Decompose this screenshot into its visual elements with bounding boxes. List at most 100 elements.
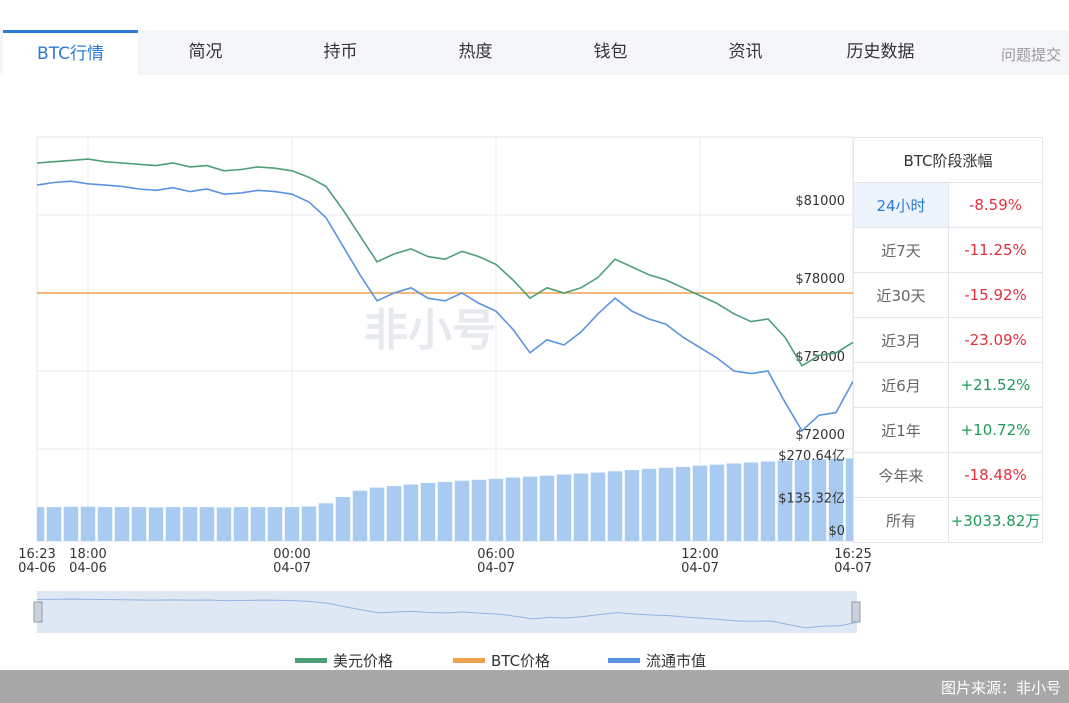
x-tick-label: 06:00 04-07: [477, 547, 515, 576]
bar: [811, 459, 827, 541]
bar: [250, 507, 266, 541]
bar: [607, 471, 623, 541]
y-tick-label: $78000: [795, 272, 845, 287]
bar: [352, 490, 368, 541]
bar: [760, 461, 776, 541]
bar: [420, 482, 436, 541]
table-row: 近3月 -23.09%: [853, 317, 1043, 363]
x-tick-label: 00:00 04-07: [273, 547, 311, 576]
y-tick-label: $72000: [795, 428, 845, 443]
table-row: BTC阶段涨幅: [853, 137, 1043, 183]
change: -18.48%: [948, 452, 1043, 498]
bar: [777, 460, 793, 541]
x-tick-label: 16:23 04-06: [18, 547, 56, 576]
bar: [590, 472, 606, 541]
bar: [828, 458, 844, 541]
y-tick-label: $81000: [795, 194, 845, 209]
tab[interactable]: 简况: [188, 42, 223, 62]
bar: [284, 507, 300, 541]
change: +10.72%: [948, 407, 1043, 453]
period[interactable]: 所有: [853, 497, 949, 543]
bar: [675, 466, 691, 541]
bar: [233, 507, 249, 541]
bar: [624, 470, 640, 541]
table-row: 近30天 -15.92%: [853, 272, 1043, 318]
x-tick-label: 16:25 04-07: [834, 547, 872, 576]
period[interactable]: 24小时: [853, 182, 949, 228]
y2-tick-label: $135.32亿: [778, 492, 845, 507]
period[interactable]: 近6月: [853, 362, 949, 408]
bar: [148, 507, 164, 541]
bar: [437, 481, 453, 541]
x-tick-label: 12:00 04-07: [681, 547, 719, 576]
period[interactable]: 今年来: [853, 452, 949, 498]
bar: [539, 475, 555, 541]
tab[interactable]: 热度: [458, 42, 493, 62]
change: -23.09%: [948, 317, 1043, 363]
bar: [573, 473, 589, 541]
table-row: 所有 +3033.82万: [853, 497, 1043, 543]
y2-tick-label: $270.64亿: [778, 449, 845, 464]
bar: [182, 507, 198, 541]
bar: [386, 486, 402, 541]
change: -11.25%: [948, 227, 1043, 273]
bar: [46, 507, 62, 541]
tab[interactable]: 资讯: [728, 42, 763, 62]
legend-swatch: [295, 658, 327, 663]
navigator-handle[interactable]: [33, 601, 43, 623]
bar: [131, 507, 147, 541]
bar: [63, 506, 79, 541]
bar: [556, 474, 572, 541]
bar: [658, 467, 674, 541]
change: +3033.82万: [948, 497, 1043, 543]
watermark: 非小号: [364, 305, 496, 356]
table-title: BTC阶段涨幅: [853, 137, 1043, 183]
change: -15.92%: [948, 272, 1043, 318]
tab[interactable]: BTC行情: [3, 30, 138, 75]
legend-label: 美元价格: [333, 652, 393, 670]
bar: [845, 458, 853, 541]
navigator-line: [36, 598, 858, 629]
source: 图片来源：非小号: [940, 679, 1061, 697]
feedback-link[interactable]: 问题提交: [1000, 46, 1061, 64]
bar: [318, 503, 334, 541]
table-row: 近1年 +10.72%: [853, 407, 1043, 453]
bar: [641, 468, 657, 541]
bar: [114, 507, 130, 541]
legend-swatch: [608, 658, 640, 663]
period[interactable]: 近30天: [853, 272, 949, 318]
footer: 图片来源：非小号: [0, 670, 1069, 703]
tab[interactable]: 历史数据: [846, 42, 915, 62]
bar: [471, 479, 487, 541]
navigator[interactable]: [37, 591, 857, 633]
line: [36, 158, 854, 367]
bar: [794, 459, 810, 541]
period[interactable]: 近3月: [853, 317, 949, 363]
bar: [97, 507, 113, 541]
legend-label: 流通市值: [646, 652, 706, 670]
bar: [403, 484, 419, 541]
change: -8.59%: [948, 182, 1043, 228]
bar: [335, 497, 351, 541]
legend-label: BTC价格: [491, 652, 550, 670]
bar: [709, 464, 725, 541]
bar: [488, 478, 504, 541]
period[interactable]: 近1年: [853, 407, 949, 453]
period[interactable]: 近7天: [853, 227, 949, 273]
bar: [454, 480, 470, 541]
change-table: BTC阶段涨幅 24小时 -8.59% 近7天 -11.25% 近30天 -15.92% 近3…: [853, 137, 1043, 543]
bar: [301, 506, 317, 541]
bar: [726, 463, 742, 541]
tab[interactable]: 持币: [323, 42, 358, 62]
tab[interactable]: 钱包: [593, 42, 628, 62]
table-row: 24小时 -8.59%: [853, 182, 1043, 228]
bar: [165, 507, 181, 541]
table-row: 今年来 -18.48%: [853, 452, 1043, 498]
change: +21.52%: [948, 362, 1043, 408]
bar: [743, 462, 759, 541]
line: [36, 180, 854, 433]
bar: [369, 487, 385, 541]
navigator-handle[interactable]: [851, 601, 861, 623]
